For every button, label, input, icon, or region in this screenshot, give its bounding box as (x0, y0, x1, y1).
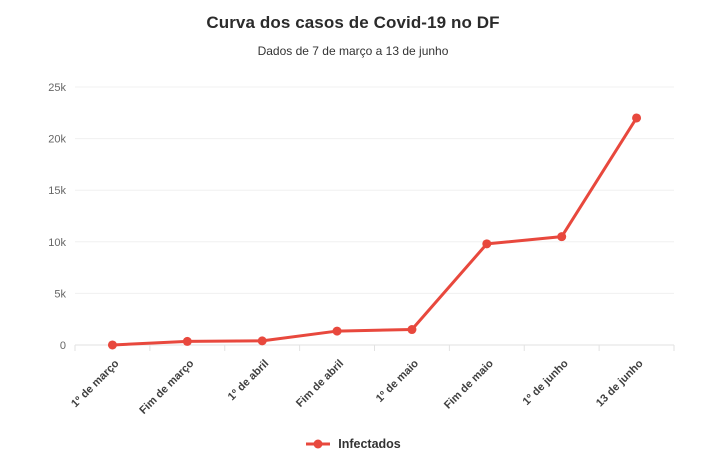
legend-item-infectados[interactable]: Infectados (305, 437, 401, 451)
y-axis-tick-label: 20k (48, 134, 66, 146)
data-point[interactable] (407, 325, 417, 335)
data-point[interactable] (557, 232, 567, 242)
x-axis-category-label: 13 de junho (594, 357, 646, 409)
legend-line-dot-icon (306, 439, 331, 449)
chart-subtitle: Dados de 7 de março a 13 de junho (257, 44, 449, 58)
data-point[interactable] (332, 326, 342, 336)
x-axis-category-label: Fim de abril (294, 358, 346, 410)
x-axis-category-label: 1º de março (69, 357, 122, 410)
x-axis-category-label: Fim de março (137, 357, 196, 416)
y-axis-tick-label: 0 (60, 340, 66, 352)
x-axis-category-label: 1º de maio (374, 357, 421, 404)
data-point[interactable] (632, 113, 642, 123)
y-axis-tick-label: 15k (48, 185, 66, 197)
y-axis-tick-label: 5k (54, 288, 66, 300)
line-chart-canvas: 0 5k 10k 15k 20k 25k 1º de março Fim de março 1º… (48, 82, 675, 417)
legend-label: Infectados (338, 437, 401, 451)
data-point[interactable] (482, 239, 492, 249)
data-point[interactable] (107, 340, 117, 350)
x-axis-category-label: Fim de maio (442, 357, 496, 411)
y-axis-tick-label: 25k (48, 82, 66, 94)
data-point[interactable] (182, 336, 192, 346)
x-axis-category-label: 1º de abril (226, 358, 271, 403)
x-axis-category-label: 1º de junho (521, 357, 571, 407)
series-line-infectados (110, 116, 639, 347)
chart-title: Curva dos casos de Covid-19 no DF (206, 13, 500, 32)
y-axis-tick-label: 10k (48, 237, 66, 249)
legend: Infectados (0, 437, 706, 451)
data-point[interactable] (257, 336, 267, 346)
line-chart: 0 5k 10k 15k 20k 25k 1º de março Fim de março 1º… (0, 70, 706, 426)
legend-marker-dot (313, 439, 323, 449)
